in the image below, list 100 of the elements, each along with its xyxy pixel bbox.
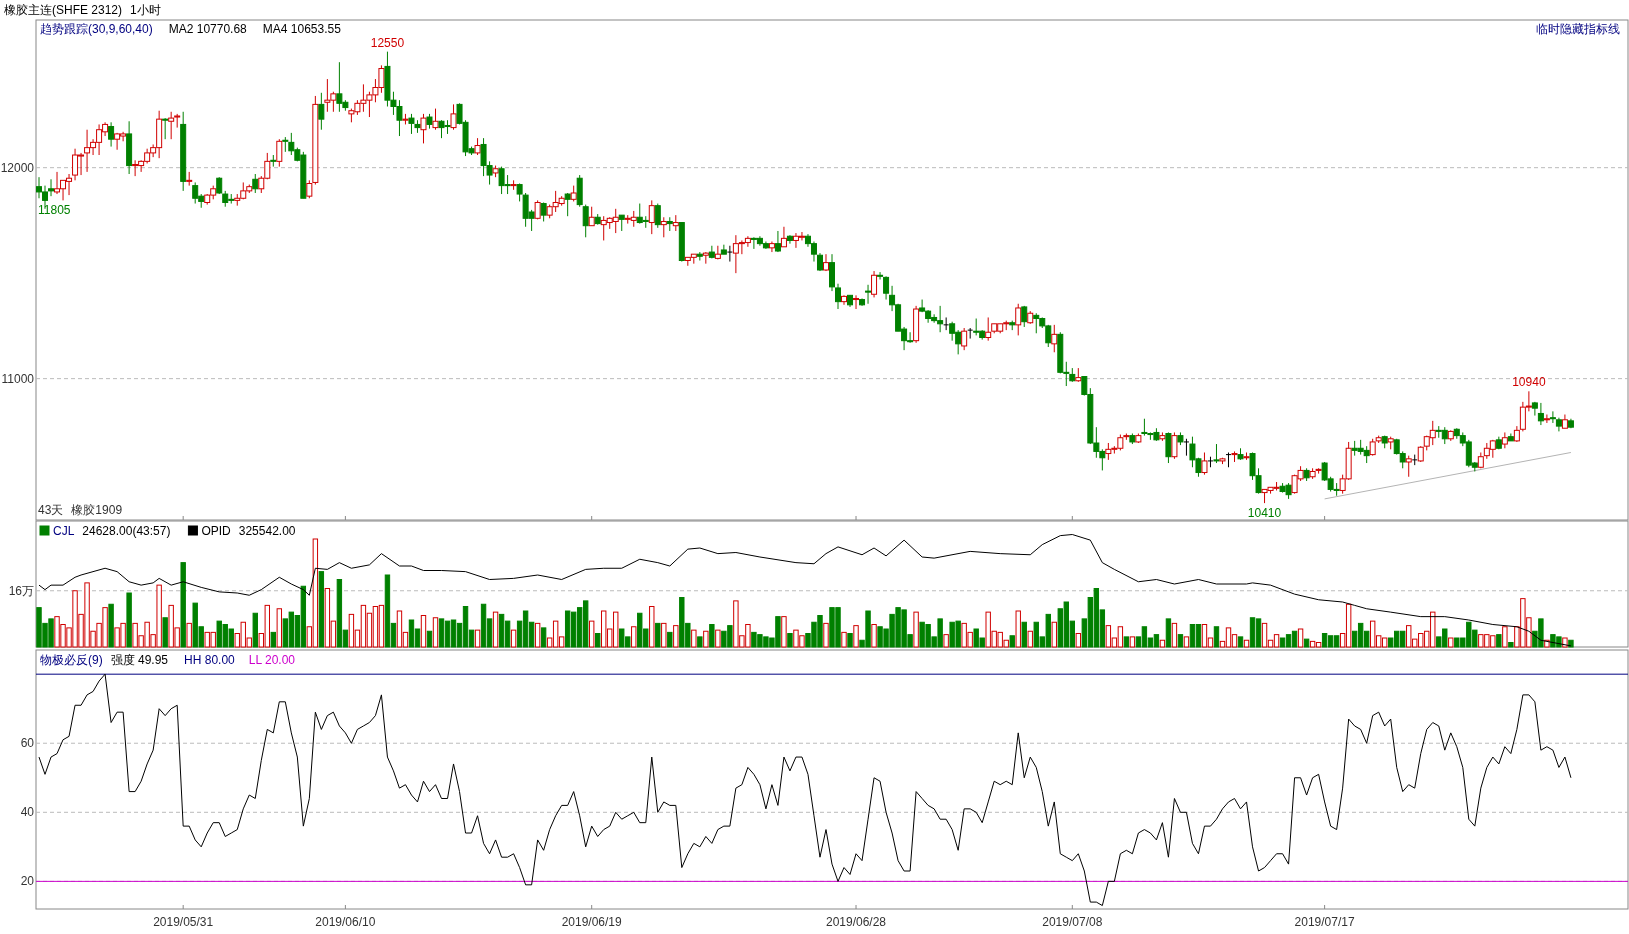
bar — [1015, 610, 1021, 648]
candlestick — [1051, 324, 1058, 353]
x-tick-label: 2019/07/17 — [1294, 915, 1355, 929]
bar — [697, 636, 703, 648]
chart-subtitle: 1小时 — [130, 3, 161, 17]
bar — [943, 634, 949, 648]
bar — [510, 629, 517, 648]
bar — [1508, 642, 1514, 648]
x-tick-label: 2019/05/31 — [153, 915, 214, 929]
candlestick — [1543, 414, 1550, 424]
bar — [1075, 633, 1082, 648]
bar — [853, 625, 859, 648]
bar — [540, 627, 547, 648]
bar — [661, 622, 667, 648]
candlestick — [877, 271, 884, 280]
bar — [1243, 639, 1250, 648]
candlestick — [162, 117, 169, 140]
bar — [589, 620, 595, 648]
y-tick-label: 40 — [20, 805, 35, 820]
y-tick-label: 60 — [20, 736, 35, 751]
candlestick — [1171, 431, 1178, 460]
candlestick — [660, 216, 667, 238]
chart-title: 橡胶主连(SHFE 2312) — [4, 3, 123, 17]
bar — [432, 617, 439, 648]
bar — [186, 622, 192, 648]
y-tick-label: 12000 — [0, 160, 35, 175]
bar — [420, 615, 427, 648]
bar — [252, 612, 258, 648]
candlestick — [276, 138, 283, 168]
candlestick — [564, 192, 571, 217]
bar — [1496, 634, 1502, 648]
candlestick — [943, 316, 950, 331]
bar — [1213, 626, 1220, 648]
candlestick — [1405, 455, 1412, 478]
bar — [631, 626, 637, 648]
annotation: 24628.00(43:57) — [82, 524, 171, 538]
annotation: MA4 10653.55 — [262, 22, 342, 36]
candlestick — [450, 103, 457, 131]
candlestick — [883, 275, 890, 301]
bar — [1171, 622, 1178, 648]
candlestick — [726, 245, 733, 263]
y-tick-label: 11000 — [1, 371, 35, 386]
bar — [595, 633, 601, 648]
chart-subtitle: 强度 49.95 — [110, 653, 169, 667]
candlestick — [1015, 303, 1022, 336]
candlestick — [865, 284, 872, 305]
line-series — [38, 673, 1572, 907]
bar — [126, 592, 132, 648]
bar — [787, 633, 793, 648]
candlestick — [961, 327, 968, 351]
x-tick-label: 2019/07/08 — [1042, 915, 1103, 929]
x-tick-label: 2019/06/28 — [826, 915, 887, 929]
candlestick — [318, 92, 325, 131]
bar — [492, 611, 499, 648]
annotation: 43天 — [38, 503, 64, 517]
bar — [474, 629, 481, 648]
bar — [1237, 636, 1244, 648]
ref-line-label: HH 80.00 — [184, 653, 236, 667]
bar — [534, 622, 541, 648]
annotation: 12550 — [370, 35, 405, 50]
bar — [847, 633, 853, 648]
candlestick — [822, 253, 829, 272]
annotation: 325542.00 — [238, 524, 296, 538]
candlestick — [853, 294, 860, 310]
annotation: 橡胶1909 — [71, 503, 123, 517]
x-tick-label: 2019/06/19 — [561, 915, 623, 929]
ref-line-label: LL 20.00 — [248, 653, 296, 667]
y-tick-label: 20 — [20, 874, 35, 889]
bar — [426, 630, 433, 648]
bar — [1448, 637, 1454, 648]
bar — [1009, 635, 1015, 648]
candlestick — [714, 245, 721, 260]
candlestick — [654, 203, 661, 229]
candlestick — [1213, 443, 1220, 464]
annotation: 10940 — [1512, 375, 1546, 390]
bar — [1568, 639, 1574, 648]
candlestick — [540, 201, 547, 222]
bar — [180, 562, 186, 648]
bar — [673, 625, 679, 648]
candlestick — [786, 234, 793, 245]
candlestick — [420, 113, 427, 144]
candlestick — [985, 316, 992, 342]
bar — [1123, 636, 1130, 648]
candlestick — [108, 121, 115, 148]
candlestick — [588, 206, 595, 227]
bar — [1129, 636, 1136, 648]
bar — [703, 630, 709, 648]
bar — [162, 617, 168, 648]
bar — [871, 624, 877, 648]
candlestick — [648, 199, 655, 235]
bar — [1303, 638, 1310, 648]
annotation: 趋势跟踪(30,9,60,40) — [40, 22, 153, 36]
bar — [1183, 636, 1190, 648]
candlestick — [1165, 431, 1172, 464]
annotation: MA2 10770.68 — [168, 22, 248, 36]
annotation: 10410 — [1247, 506, 1282, 521]
candlestick — [252, 173, 259, 194]
candlestick — [432, 108, 439, 131]
bar — [1027, 630, 1033, 648]
chart-title: 物极必反(9) — [40, 653, 103, 667]
